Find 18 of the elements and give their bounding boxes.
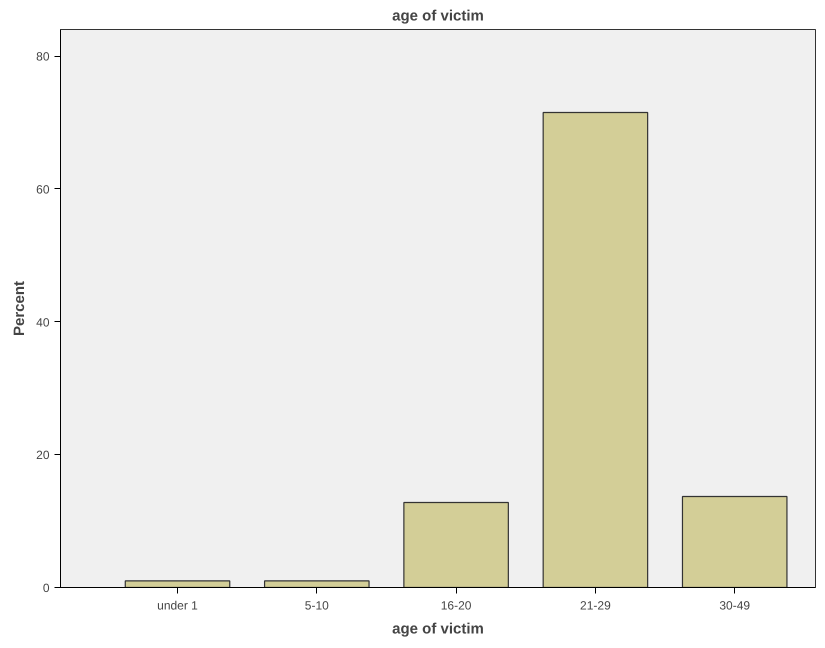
bar [264, 580, 370, 588]
bar [542, 112, 648, 588]
chart-title: age of victim [392, 8, 484, 24]
x-tick-label: 16-20 [440, 598, 472, 612]
x-tick-label: 21-29 [580, 598, 612, 612]
y-tick-label: 80 [36, 50, 50, 64]
x-tick-label: under 1 [157, 598, 198, 612]
y-tick-label: 0 [42, 581, 50, 595]
x-tick-label: 30-49 [719, 598, 750, 612]
y-axis-title: Percent [11, 280, 28, 336]
x-tick-label: 5-10 [304, 598, 330, 612]
y-tick-label: 40 [36, 315, 50, 330]
x-axis-title: age of victim [392, 620, 484, 638]
bar [403, 502, 509, 588]
y-tick-label: 60 [36, 182, 50, 196]
bar [124, 580, 230, 588]
bar [682, 496, 788, 588]
y-tick-label: 20 [36, 448, 50, 462]
